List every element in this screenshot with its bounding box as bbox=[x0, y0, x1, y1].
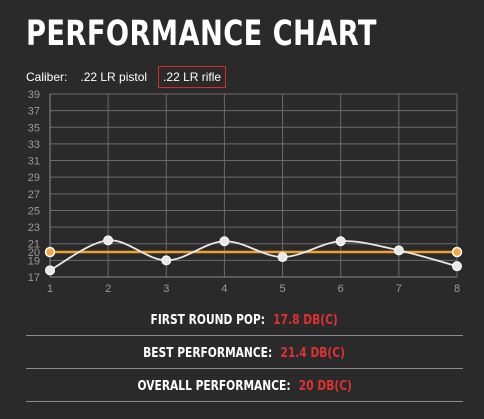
stat-label: BEST PERFORMANCE: bbox=[143, 345, 273, 361]
stat-row-best-performance: BEST PERFORMANCE: 21.4 DB(C) bbox=[26, 338, 463, 369]
y-tick-label: 31 bbox=[28, 156, 40, 168]
x-tick-label: 4 bbox=[221, 283, 227, 295]
page-title: PERFORMANCE CHART bbox=[26, 14, 377, 54]
caliber-option-rifle[interactable]: .22 LR rifle bbox=[158, 66, 227, 88]
stat-row-first-round-pop: FIRST ROUND POP: 17.8 DB(C) bbox=[26, 305, 463, 336]
data-point bbox=[45, 265, 55, 276]
y-tick-label: 29 bbox=[28, 172, 40, 184]
stats-list: FIRST ROUND POP: 17.8 DB(C) BEST PERFORM… bbox=[26, 305, 463, 404]
data-point bbox=[452, 261, 462, 272]
y-tick-label: 27 bbox=[28, 189, 40, 201]
y-tick-label: 23 bbox=[28, 222, 40, 234]
stat-row-overall-performance: OVERALL PERFORMANCE: 20 DB(C) bbox=[26, 371, 463, 402]
stat-value: 17.8 DB(C) bbox=[273, 312, 339, 328]
y-tick-label: 37 bbox=[28, 106, 40, 118]
data-point bbox=[393, 245, 404, 256]
x-tick-label: 2 bbox=[105, 283, 111, 295]
series-line-performance bbox=[49, 239, 458, 272]
data-point-average bbox=[44, 246, 56, 258]
caliber-option-pistol[interactable]: .22 LR pistol bbox=[80, 70, 148, 84]
y-tick-label: 39 bbox=[28, 89, 40, 101]
y-tick-label: 33 bbox=[28, 139, 40, 151]
y-tick-label: 35 bbox=[28, 122, 40, 134]
data-point bbox=[103, 235, 114, 246]
data-point bbox=[161, 255, 172, 266]
data-point bbox=[335, 236, 346, 247]
data-point-average bbox=[451, 246, 463, 258]
caliber-label: Caliber: bbox=[26, 70, 68, 84]
y-tick-label: 25 bbox=[28, 205, 40, 217]
data-point bbox=[219, 236, 230, 247]
stat-label: OVERALL PERFORMANCE: bbox=[137, 378, 291, 394]
data-point bbox=[277, 252, 288, 263]
y-tick-label: 17 bbox=[28, 272, 40, 284]
x-tick-label: 1 bbox=[47, 283, 53, 295]
y-tick-label: 20 bbox=[28, 247, 40, 259]
y-tick-label: 21 bbox=[28, 239, 40, 251]
x-tick-label: 7 bbox=[396, 283, 402, 295]
x-tick-label: 8 bbox=[454, 283, 460, 295]
y-tick-label: 19 bbox=[28, 255, 40, 267]
x-tick-label: 3 bbox=[163, 283, 169, 295]
x-tick-label: 6 bbox=[338, 283, 344, 295]
stat-value: 21.4 DB(C) bbox=[280, 345, 346, 361]
stat-value: 20 DB(C) bbox=[298, 378, 352, 394]
caliber-selector: Caliber: .22 LR pistol .22 LR rifle bbox=[26, 66, 232, 88]
stat-label: FIRST ROUND POP: bbox=[150, 312, 266, 328]
x-tick-label: 5 bbox=[280, 283, 286, 295]
